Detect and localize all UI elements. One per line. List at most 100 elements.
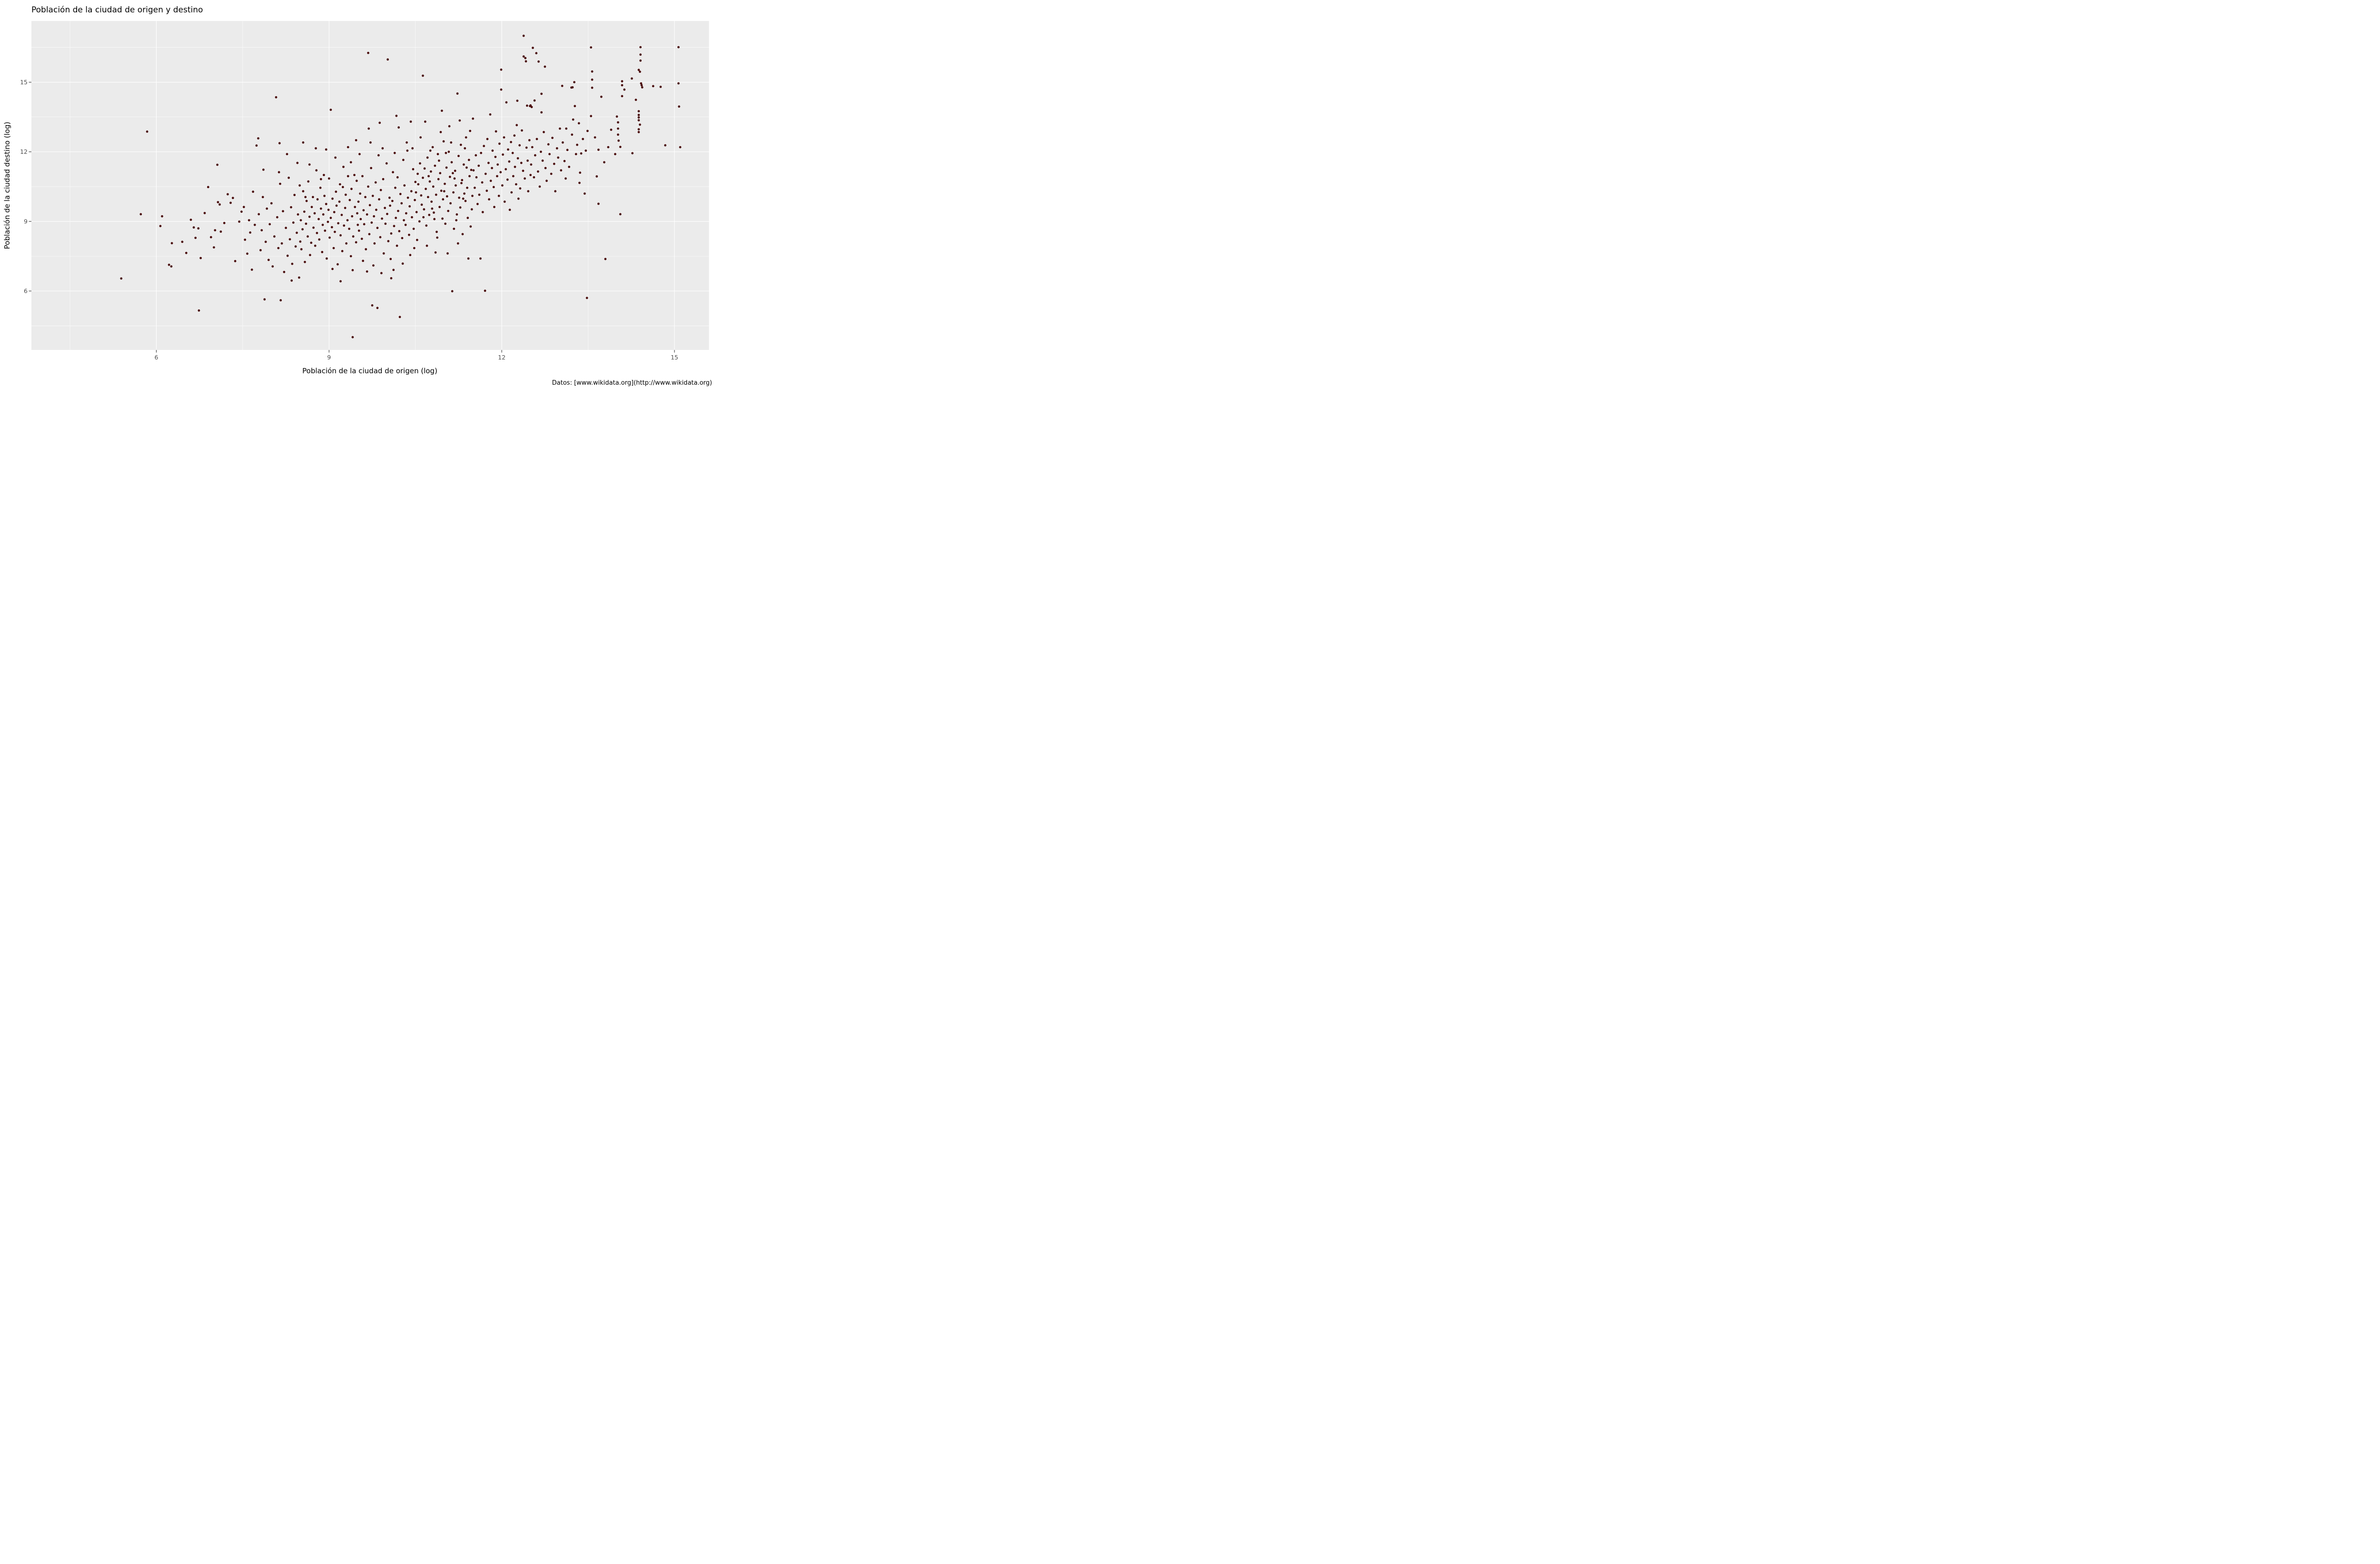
data-point [506,178,509,181]
data-point [227,193,229,196]
data-point [442,140,445,143]
data-point [416,239,418,241]
data-point [619,213,622,216]
data-point [376,227,379,229]
data-point [341,186,344,189]
data-point [323,195,326,197]
data-point [640,84,643,87]
data-point [436,236,438,239]
data-point [367,51,369,54]
data-point [503,136,506,139]
data-point [590,46,592,49]
data-point [483,145,485,148]
data-point [472,169,475,172]
data-point [453,228,456,230]
data-point [597,149,600,151]
data-point [637,128,640,130]
data-point [415,211,418,213]
data-point [464,147,466,149]
data-point [583,192,586,195]
data-point [382,178,385,180]
data-point [207,186,209,189]
data-point [529,104,532,107]
data-point [462,163,465,166]
data-source-caption: Datos: [www.wikidata.org](http://www.wik… [552,379,712,387]
data-point [575,153,577,156]
data-point [346,219,349,221]
data-point [312,226,315,229]
data-point [433,211,435,214]
data-point [387,58,389,61]
data-point [364,196,367,199]
data-point [417,183,420,186]
data-point [536,138,538,140]
data-point [586,130,589,132]
data-point [543,131,545,133]
data-point [379,189,382,191]
data-point [400,202,403,205]
data-point [533,99,536,102]
data-point [381,217,383,220]
data-point [652,85,654,88]
y-tick-label: 9 [24,218,28,225]
data-point [537,60,540,63]
data-point [561,85,564,87]
plot-panel-background [31,21,709,350]
data-point [192,226,195,229]
data-point [544,167,547,169]
data-point [498,142,501,145]
y-axis-title: Población de la ciudad destino (log) [3,122,11,249]
data-point [337,263,339,266]
data-point [454,169,456,172]
data-point [413,247,416,249]
data-point [319,178,322,180]
data-point [416,172,419,175]
data-point [408,205,411,208]
data-point [550,172,553,175]
data-point [398,230,401,232]
data-point [631,77,633,80]
data-point [479,257,482,260]
data-point [530,106,533,109]
data-point [510,141,512,143]
data-point [216,163,218,166]
data-point [209,236,212,239]
data-point [298,184,301,187]
data-point [429,170,432,173]
data-point [375,209,377,211]
data-point [544,65,546,68]
data-point [355,179,358,182]
data-point [439,131,442,133]
data-point [307,180,310,183]
data-point [304,260,306,263]
data-point [437,159,440,162]
data-point [431,146,434,149]
data-point [580,152,583,155]
data-point [640,82,643,85]
data-point [571,86,574,89]
data-point [405,212,407,215]
data-point [214,229,217,231]
data-point [339,234,342,237]
data-point [395,114,398,117]
data-point [342,166,345,168]
data-point [257,137,259,139]
data-point [307,235,309,238]
data-point [387,240,390,242]
axis-tick-marks [29,82,675,353]
data-point [198,309,200,312]
data-point [458,196,460,199]
data-point [489,113,492,116]
data-point [459,143,462,146]
x-tick-label: 9 [327,354,331,361]
data-point [565,127,567,130]
data-point [371,195,374,197]
data-point [423,208,426,211]
data-point [500,88,503,91]
data-point [397,126,400,129]
data-point [159,225,162,228]
data-point [328,236,331,239]
data-point [359,218,362,220]
data-point [585,297,588,299]
data-point [414,199,416,201]
